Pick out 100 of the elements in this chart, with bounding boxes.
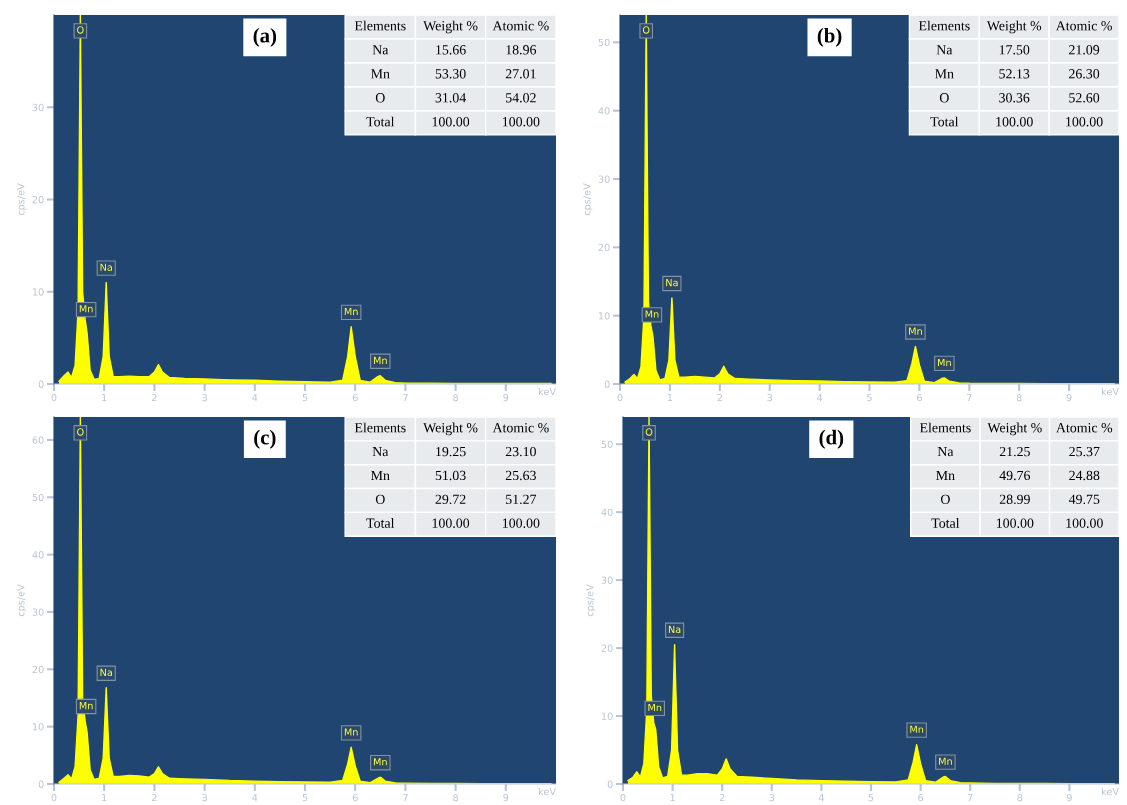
x-tick-label: 8 <box>453 793 459 802</box>
annotation: 18.96 <box>506 45 537 55</box>
y-tick-label: 20 <box>598 243 610 252</box>
y-axis-title: cps/eV <box>586 584 596 617</box>
y-tick-label: 10 <box>598 312 610 320</box>
text: (b) <box>817 27 842 47</box>
x-tick-label: 4 <box>818 794 824 802</box>
y-axis-title: cps/eV <box>583 183 593 216</box>
annotation: 100.00 <box>502 518 540 528</box>
annotation: 17.50 <box>999 45 1030 55</box>
x-tick-label: 7 <box>403 794 408 802</box>
annotation: Elements <box>918 20 970 31</box>
x-tick-label: 0 <box>51 393 57 402</box>
annotation: O <box>375 93 385 103</box>
annotation: Mn <box>936 470 955 480</box>
y-tick-label: 50 <box>601 440 613 449</box>
annotation: 100.00 <box>996 518 1034 528</box>
annotation: 49.75 <box>1068 494 1100 505</box>
annotation: 25.63 <box>505 470 536 481</box>
annotation: Weight % <box>986 20 1042 34</box>
annotation: 100.00 <box>1066 117 1103 127</box>
annotation: 49.76 <box>999 470 1031 481</box>
annotation: Na <box>666 279 678 287</box>
annotation: O <box>77 26 84 34</box>
x-tick-label: 1 <box>102 394 107 402</box>
x-axis-title: keV <box>538 787 556 796</box>
x-tick-label: 6 <box>918 793 924 802</box>
annotation: 27.01 <box>505 69 536 79</box>
annotation: O <box>642 26 650 34</box>
x-tick-label: 9 <box>503 793 509 802</box>
x-tick-label: 7 <box>967 794 973 802</box>
annotation: Na <box>668 625 681 634</box>
annotation: Na <box>372 45 389 55</box>
x-tick-label: 1 <box>667 394 673 402</box>
x-tick-label: 0 <box>51 793 57 802</box>
y-tick-label: 20 <box>601 644 613 652</box>
annotation: Total <box>930 116 959 127</box>
x-tick-label: 3 <box>769 793 775 802</box>
x-tick-label: 2 <box>719 793 725 802</box>
annotation: Mn <box>344 307 358 316</box>
annotation: Atomic % <box>1056 423 1113 433</box>
annotation: Na <box>372 447 389 457</box>
y-tick-label: 30 <box>601 576 613 584</box>
x-axis-title: keV <box>1101 787 1119 796</box>
x-tick-label: 1 <box>102 794 107 802</box>
annotation: Mn <box>648 704 662 712</box>
text: (d) <box>819 429 844 449</box>
x-tick-label: 9 <box>1066 393 1072 402</box>
x-tick-label: 2 <box>152 393 157 402</box>
text: (a) <box>253 27 277 47</box>
x-tick-label: 5 <box>867 394 872 402</box>
x-axis-title: keV <box>1101 387 1119 396</box>
x-tick-label: 2 <box>152 793 157 802</box>
y-axis-title: cps/eV <box>17 584 27 617</box>
y-tick-label: 10 <box>32 288 44 296</box>
annotation: Elements <box>354 422 406 433</box>
annotation: Na <box>100 668 112 677</box>
annotation: O <box>645 428 653 436</box>
annotation: Total <box>931 518 960 528</box>
y-tick-label: 10 <box>601 712 613 720</box>
annotation: Mn <box>935 69 954 79</box>
annotation: 15.66 <box>436 45 466 55</box>
annotation: 100.00 <box>432 518 470 528</box>
x-tick-label: 4 <box>252 794 258 802</box>
annotation: Total <box>366 518 395 528</box>
annotation: Atomic % <box>1055 21 1112 31</box>
x-tick-label: 3 <box>202 793 207 802</box>
x-tick-label: 6 <box>352 793 358 802</box>
x-tick-label: 9 <box>503 393 509 402</box>
y-tick-label: 20 <box>32 195 44 204</box>
annotation: 51.03 <box>435 470 466 481</box>
annotation: O <box>375 494 385 504</box>
x-tick-label: 7 <box>967 394 972 402</box>
x-tick-label: 8 <box>453 393 459 402</box>
x-tick-label: 0 <box>620 793 626 802</box>
annotation: 25.37 <box>1069 446 1100 457</box>
annotation: O <box>940 494 950 504</box>
annotation: Weight % <box>987 422 1042 436</box>
y-tick-label: 30 <box>32 608 44 616</box>
annotation: Na <box>937 447 954 457</box>
y-tick-label: 20 <box>32 665 44 674</box>
annotation: 100.00 <box>1066 518 1103 528</box>
annotation: 24.88 <box>1069 470 1100 481</box>
y-tick-label: 10 <box>32 723 44 731</box>
annotation: Mn <box>909 327 922 335</box>
x-axis-title: keV <box>538 387 556 396</box>
y-tick-label: 0 <box>607 780 613 788</box>
annotation: Atomic % <box>492 423 549 433</box>
annotation: 51.27 <box>506 494 537 505</box>
x-tick-label: 3 <box>767 393 773 402</box>
y-tick-label: 50 <box>598 38 610 47</box>
x-tick-label: 8 <box>1017 793 1023 802</box>
x-tick-label: 9 <box>1066 793 1072 802</box>
x-tick-label: 4 <box>816 394 823 402</box>
annotation: Na <box>100 263 112 271</box>
x-tick-label: 5 <box>302 394 308 402</box>
x-tick-label: 0 <box>617 393 623 402</box>
annotation: Mn <box>939 757 952 765</box>
annotation: Mn <box>910 725 924 733</box>
annotation: Mn <box>938 359 951 367</box>
